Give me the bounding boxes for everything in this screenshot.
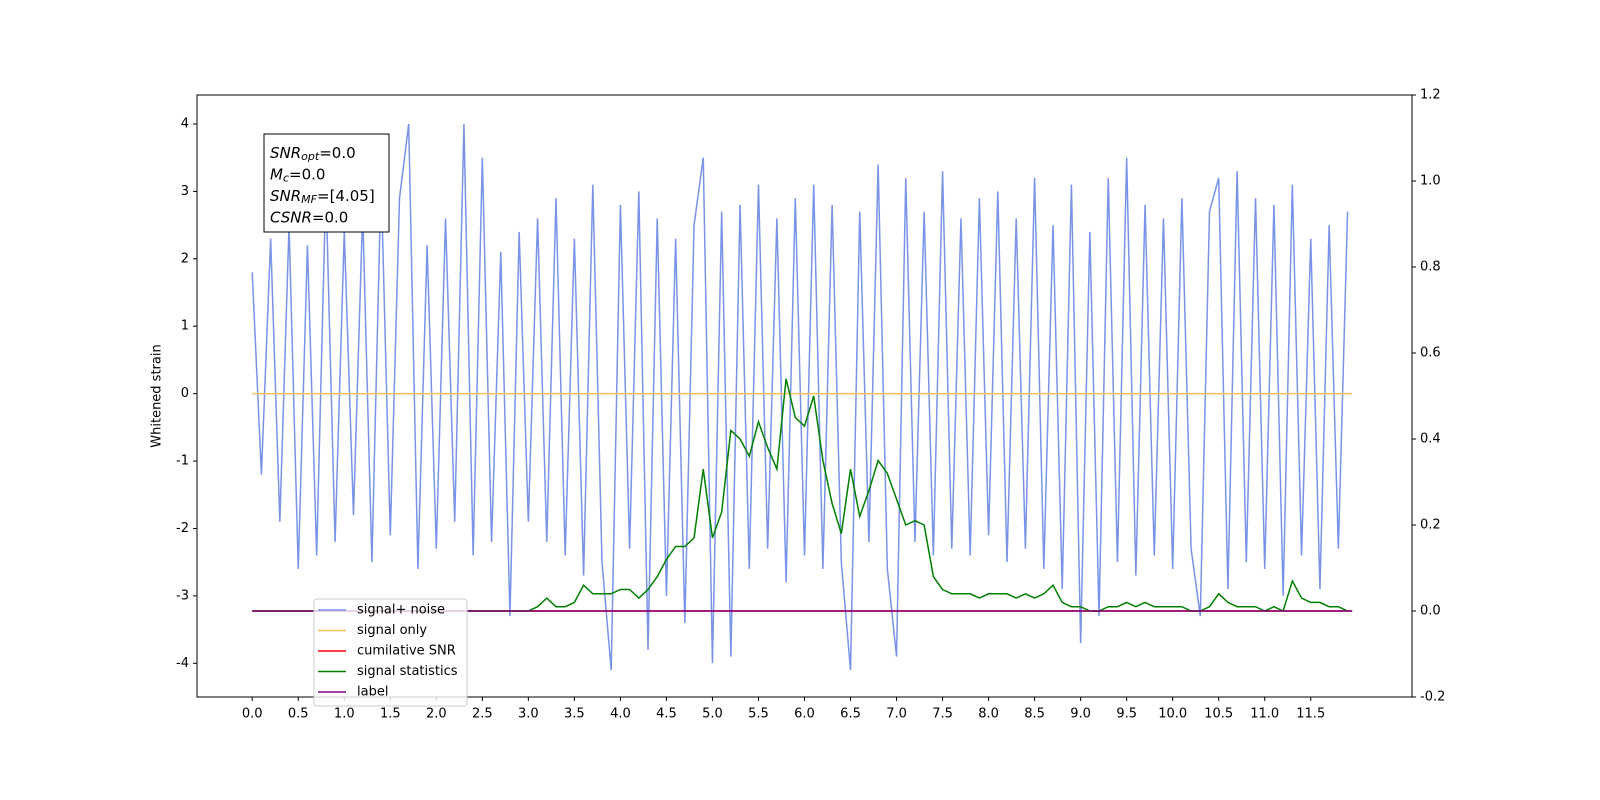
x-tick-label: 0.0 [242, 707, 263, 722]
y2-tick-label: 0.0 [1420, 604, 1441, 619]
x-tick-label: 8.0 [978, 707, 999, 722]
y-axis-label: Whitened strain [150, 344, 165, 447]
annotation-line: SNRMF=[4.05] [270, 187, 375, 207]
x-tick-label: 6.0 [794, 707, 815, 722]
x-tick-label: 9.0 [1070, 707, 1091, 722]
annotation-line: CSNR=0.0 [270, 208, 348, 226]
plot-area [251, 123, 1353, 671]
x-tick-label: 6.5 [840, 707, 861, 722]
y2-tick-label: -0.2 [1420, 690, 1445, 705]
x-tick-label: 5.5 [748, 707, 769, 722]
y-tick-label: 4 [181, 116, 189, 131]
x-tick-label: 4.5 [656, 707, 677, 722]
x-tick-label: 10.5 [1204, 707, 1233, 722]
x-tick-label: 4.0 [610, 707, 631, 722]
legend: signal+ noise signal only cumilative SNR si… [313, 598, 468, 707]
x-tick-label: 2.0 [426, 707, 447, 722]
y-tick-label: -4 [176, 656, 189, 671]
x-tick-label: 8.5 [1024, 707, 1045, 722]
x-tick-label: 7.5 [932, 707, 953, 722]
legend-label: label [357, 685, 388, 700]
annotation-subscript: MF [301, 193, 317, 206]
y-tick-label: 3 [181, 184, 189, 199]
x-tick-label: 9.5 [1116, 707, 1137, 722]
annotation-symbol: SNR [270, 144, 301, 162]
y2-tick-label: 0.6 [1420, 346, 1441, 361]
y2-tick-label: 1.2 [1420, 88, 1441, 103]
annotation-box [263, 133, 390, 233]
x-tick-label: 5.0 [702, 707, 723, 722]
legend-label: signal statistics [357, 664, 458, 679]
y-tick-label: -3 [176, 588, 189, 603]
series-line [251, 123, 1349, 671]
y2-tick-label: 0.8 [1420, 260, 1441, 275]
annotation-line: SNRopt=0.0 [270, 144, 356, 164]
legend-label: cumilative SNR [357, 644, 456, 659]
y-tick-label: 0 [181, 386, 189, 401]
annotation-symbol: SNR [270, 187, 301, 205]
annotation-symbol: CSNR [270, 208, 312, 226]
x-tick-label: 1.0 [334, 707, 355, 722]
legend-label: signal+ noise [357, 603, 445, 618]
annotation-symbol: M [270, 165, 283, 183]
x-tick-label: 0.5 [288, 707, 309, 722]
annotation-value: =0.0 [312, 208, 348, 226]
x-tick-label: 11.0 [1250, 707, 1279, 722]
y-tick-label: 1 [181, 319, 189, 334]
x-tick-label: 7.0 [886, 707, 907, 722]
x-tick-label: 3.5 [564, 707, 585, 722]
annotation-value: =0.0 [289, 165, 325, 183]
x-tick-label: 3.0 [518, 707, 539, 722]
x-tick-label: 2.5 [472, 707, 493, 722]
y2-tick-label: 0.4 [1420, 432, 1441, 447]
legend-box [313, 598, 468, 707]
x-tick-label: 11.5 [1296, 707, 1325, 722]
annotation-subscript: c [283, 172, 289, 185]
y-tick-label: -2 [176, 521, 189, 536]
y-tick-label: -1 [176, 454, 189, 469]
annotation-value: =0.0 [319, 144, 355, 162]
annotation-line: Mc=0.0 [270, 165, 325, 185]
y2-tick-label: 1.0 [1420, 174, 1441, 189]
y2-tick-label: 0.2 [1420, 518, 1441, 533]
x-tick-label: 1.5 [380, 707, 401, 722]
annotation-value: =[4.05] [317, 187, 375, 205]
legend-label: signal only [357, 623, 427, 638]
x-tick-label: 10.0 [1158, 707, 1187, 722]
y-tick-label: 2 [181, 251, 189, 266]
annotation-subscript: opt [301, 150, 320, 163]
